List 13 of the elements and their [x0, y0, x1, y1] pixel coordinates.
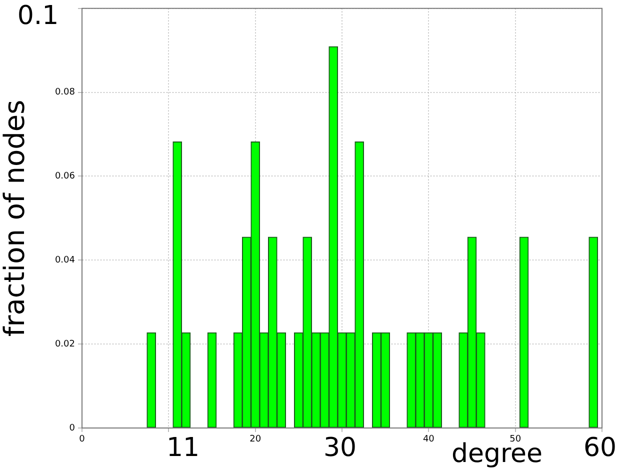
text: 11 [166, 432, 200, 463]
y-tick-label: 0.02 [54, 339, 75, 350]
y-axis-title: fraction of nodes [0, 100, 32, 337]
x-tick-label: 20 [250, 434, 262, 445]
text: 30 [323, 432, 357, 463]
text: 60 [583, 432, 617, 463]
y-tick-label: 0.06 [54, 172, 76, 182]
y-tick-label: 0.04 [54, 256, 76, 266]
text: 0.1 [17, 0, 59, 31]
y-tick-label: 0.08 [54, 88, 76, 98]
x-tick-label: 40 [422, 434, 435, 445]
y-tick-label: 0 [69, 423, 76, 434]
x-tick-label: 0 [79, 434, 86, 445]
